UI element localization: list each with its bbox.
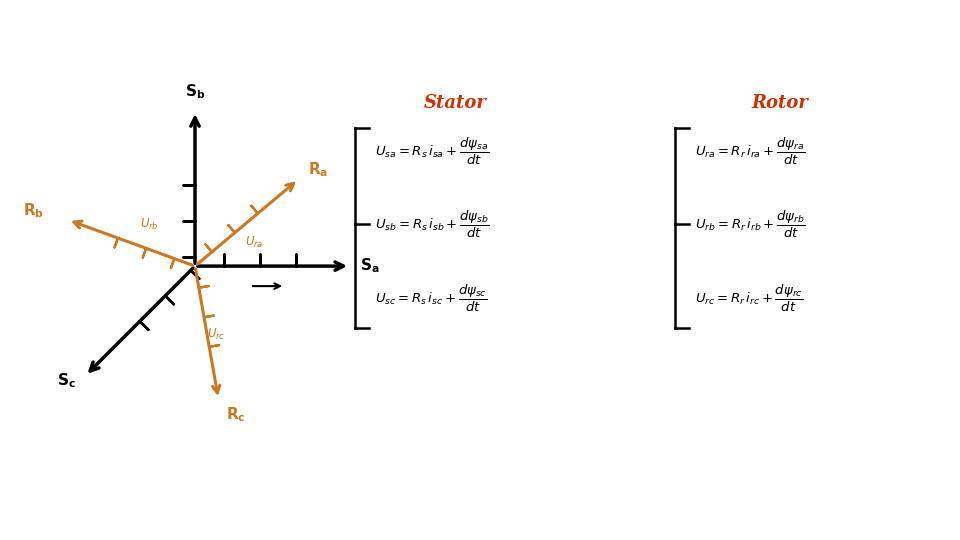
Text: $U_{rc}$: $U_{rc}$	[207, 327, 226, 342]
Text: $U_{rb} = R_r\,i_{rb} + \dfrac{d\psi_{rb}}{dt}$: $U_{rb} = R_r\,i_{rb} + \dfrac{d\psi_{rb…	[695, 208, 805, 240]
Text: $\mathbf{R_b}$: $\mathbf{R_b}$	[23, 201, 44, 220]
Text: $U_{sa} = R_s\,i_{sa} + \dfrac{d\psi_{sa}}{dt}$: $U_{sa} = R_s\,i_{sa} + \dfrac{d\psi_{sa…	[375, 136, 490, 167]
Text: Modèle triphasé de la machine généralisée: Modèle triphasé de la machine généralisé…	[543, 36, 897, 51]
Text: $U_{rb}$: $U_{rb}$	[140, 217, 158, 232]
Text: $U_{ra} = R_r\,i_{ra} + \dfrac{d\psi_{ra}}{dt}$: $U_{ra} = R_r\,i_{ra} + \dfrac{d\psi_{ra…	[695, 136, 805, 167]
Text: $\mathbf{R_a}$: $\mathbf{R_a}$	[308, 160, 328, 179]
Text: $\mathbf{S_a}$: $\mathbf{S_a}$	[360, 256, 379, 275]
Text: $\mathbf{S_b}$: $\mathbf{S_b}$	[185, 82, 205, 101]
Text: $U_{sc} = R_s\,i_{sc} + \dfrac{d\psi_{sc}}{dt}$: $U_{sc} = R_s\,i_{sc} + \dfrac{d\psi_{sc…	[375, 282, 488, 314]
Text: $U_{ra}$: $U_{ra}$	[245, 235, 263, 250]
Text: $U_{rc} = R_r\,i_{rc} + \dfrac{d\psi_{rc}}{dt}$: $U_{rc} = R_r\,i_{rc} + \dfrac{d\psi_{rc…	[695, 282, 804, 314]
Text: Rotor: Rotor	[752, 94, 808, 112]
Text: Modélisation - Dr Rahmoue Chemseddine: Modélisation - Dr Rahmoue Chemseddine	[558, 506, 882, 520]
Text: http://ch-rahmoune.univ-boumerdes.dz/: http://ch-rahmoune.univ-boumerdes.dz/	[85, 506, 395, 520]
Text: $U_{sb} = R_s\,i_{sb} + \dfrac{d\psi_{sb}}{dt}$: $U_{sb} = R_s\,i_{sb} + \dfrac{d\psi_{sb…	[375, 208, 490, 240]
Text: Machine électrique généralisée dans le repère naturel: Machine électrique généralisée dans le r…	[19, 36, 465, 51]
Text: $\mathbf{S_c}$: $\mathbf{S_c}$	[58, 372, 76, 390]
Text: $\mathbf{R_c}$: $\mathbf{R_c}$	[227, 405, 246, 424]
Text: Stator: Stator	[423, 94, 487, 112]
